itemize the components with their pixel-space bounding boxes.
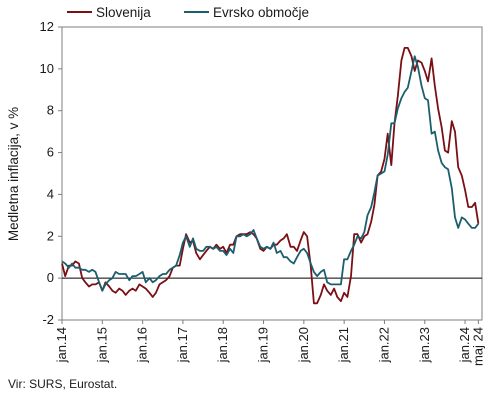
- x-tick-label: jan.23: [417, 327, 432, 363]
- y-tick-label: 4: [47, 186, 54, 201]
- x-tick-label: jan.21: [336, 327, 351, 363]
- legend-label-slovenija: Slovenija: [96, 5, 151, 20]
- x-tick-label: jan.19: [256, 327, 271, 363]
- y-tick-label: 2: [47, 228, 54, 243]
- x-tick-label: jan.17: [175, 327, 190, 363]
- y-tick-label: 12: [40, 19, 54, 34]
- x-tick-label: jan.15: [94, 327, 109, 363]
- x-tick-label: jan.22: [376, 327, 391, 363]
- legend: Slovenija Evrsko območje: [67, 5, 309, 20]
- x-tick-label: jan.16: [135, 327, 150, 363]
- x-tick-label: maj 24: [470, 327, 485, 366]
- series-line-evrsko-obmocje: [61, 55, 480, 292]
- x-tick-label: jan.14: [54, 327, 69, 363]
- y-tick-label: 8: [47, 103, 54, 118]
- y-tick-label: -2: [42, 312, 54, 327]
- y-tick-label: 10: [40, 61, 54, 76]
- y-tick-label: 0: [47, 270, 54, 285]
- source-note: Vir: SURS, Eurostat.: [8, 377, 118, 391]
- legend-label-evrsko-obmocje: Evrsko območje: [213, 5, 309, 20]
- y-axis-label: Medletna inflacija, v %: [6, 107, 21, 241]
- x-tick-label: jan.24: [457, 327, 472, 363]
- x-tick-label: jan.20: [296, 327, 311, 363]
- x-axis: jan.14 jan.15 jan.16 jan.17 jan.18 jan.19 jan.…: [54, 320, 485, 366]
- plot-area-frame: [61, 26, 483, 321]
- x-tick-label: jan.18: [215, 327, 230, 363]
- y-axis: -2 0 2 4 6 8 10 12: [40, 19, 62, 327]
- series-lines: [61, 47, 480, 305]
- y-tick-label: 6: [47, 145, 54, 160]
- series-line-slovenija: [61, 47, 480, 305]
